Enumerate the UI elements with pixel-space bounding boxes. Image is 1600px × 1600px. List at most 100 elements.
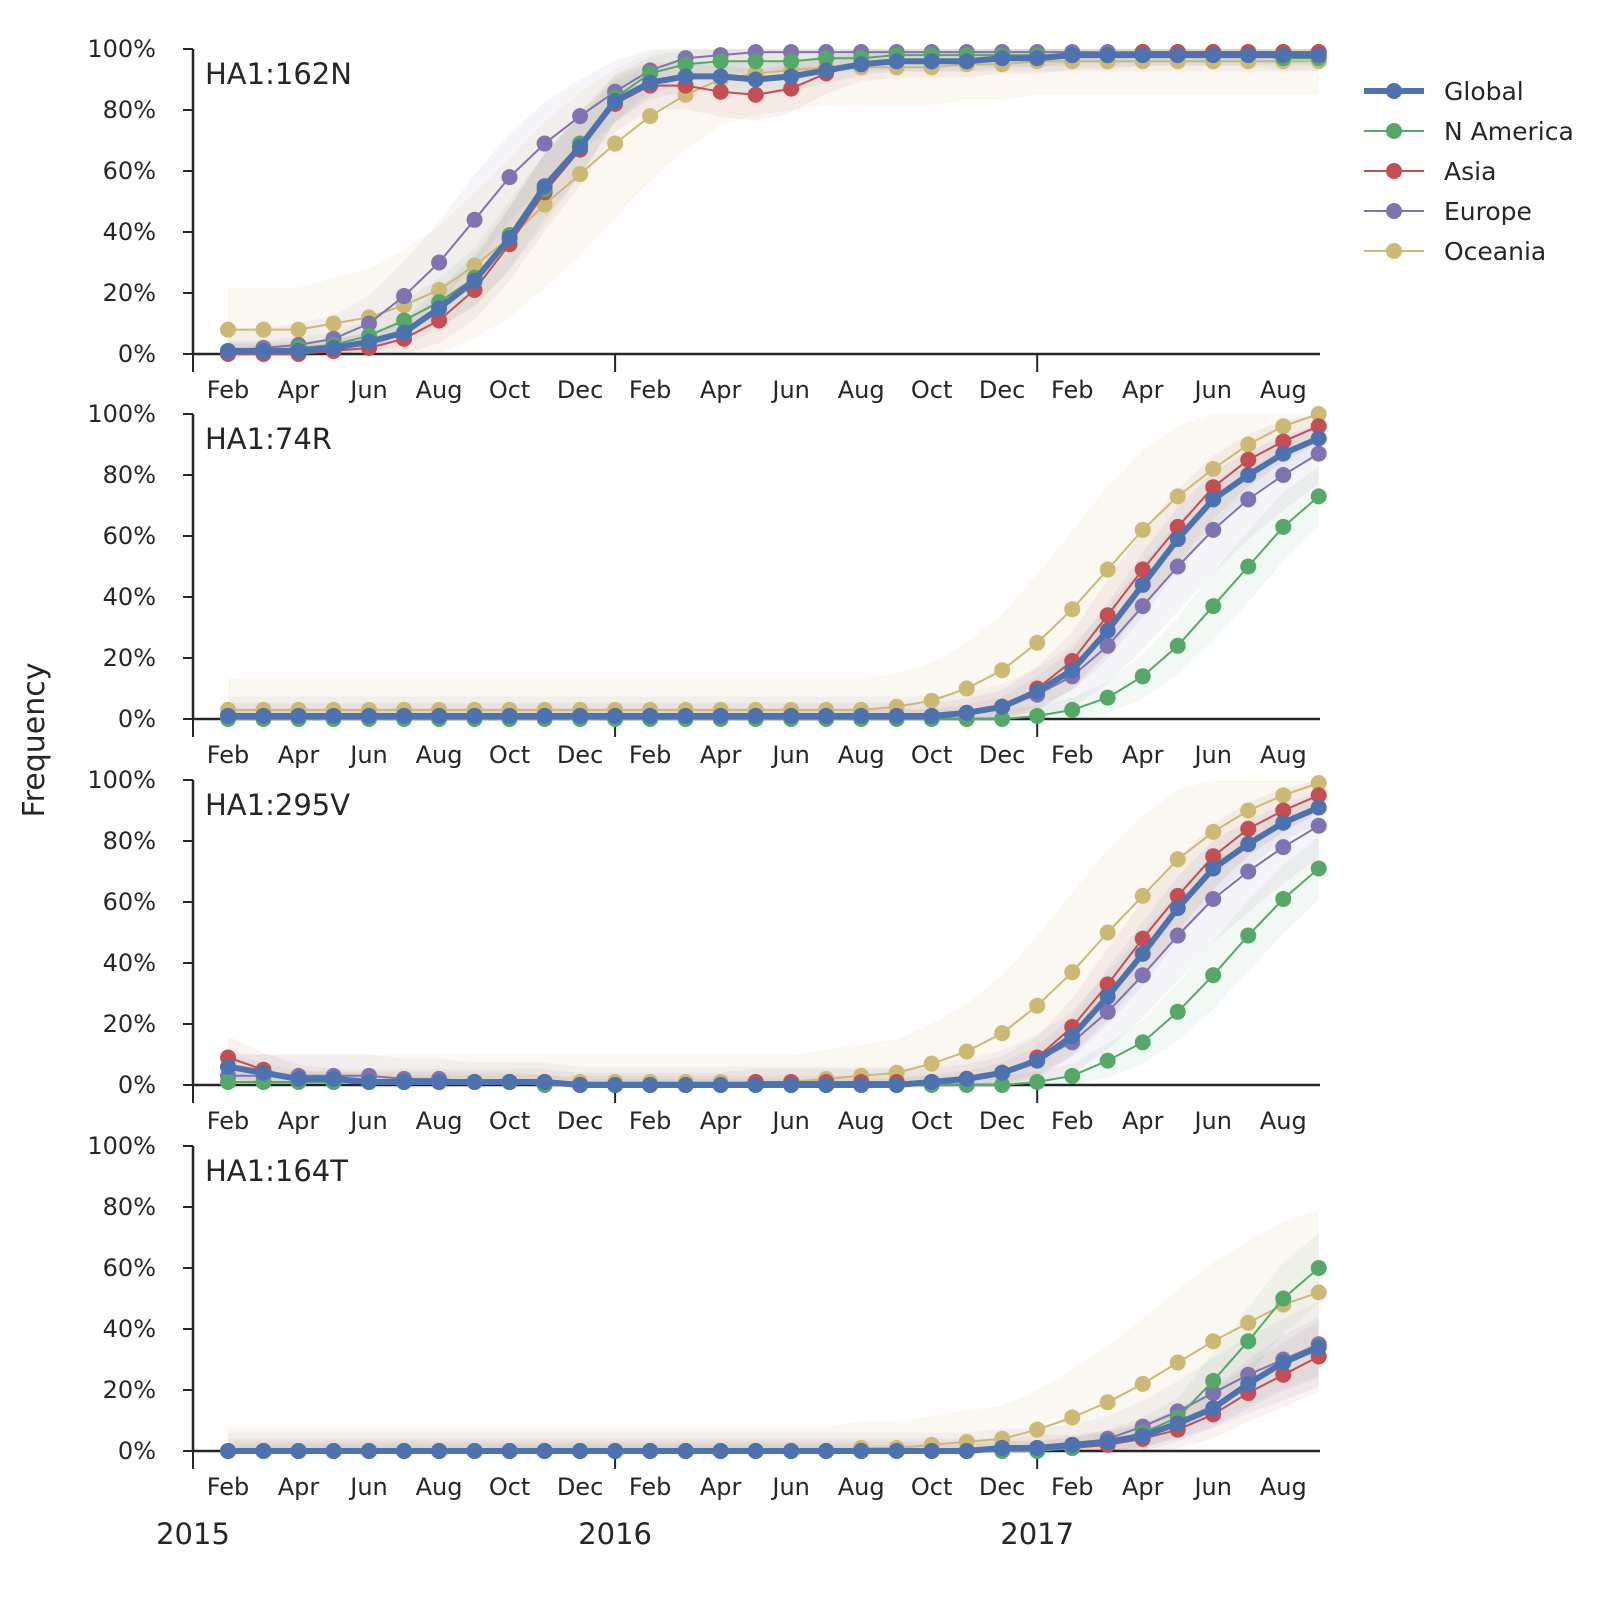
- y-tick-label: 100%: [87, 766, 156, 794]
- data-point-global: [1310, 430, 1327, 447]
- x-tick-label: Oct: [911, 741, 953, 769]
- data-point-global: [712, 707, 729, 724]
- data-point-global: [536, 178, 553, 195]
- data-point-n-america: [1169, 1003, 1186, 1020]
- legend-swatch-marker: [1386, 163, 1402, 179]
- data-point-europe: [1099, 1003, 1116, 1020]
- data-point-global: [536, 707, 553, 724]
- data-point-asia: [1240, 820, 1257, 837]
- data-point-global: [325, 1443, 342, 1459]
- data-point-global: [466, 1073, 483, 1090]
- data-point-europe: [1310, 445, 1327, 462]
- x-tick-label: Dec: [979, 376, 1025, 404]
- panel-4: 0% 20% 40% 60% 80% 100% Feb Apr Jun Aug Oct Dec Feb A…: [87, 1132, 1327, 1501]
- band-global: [228, 49, 1319, 354]
- band-n-america: [228, 49, 1319, 354]
- series-global: [220, 430, 1327, 724]
- x-tick-label: Aug: [1260, 1107, 1307, 1135]
- data-point-global: [572, 1077, 589, 1093]
- data-point-global: [1029, 1439, 1046, 1456]
- x-tick-label: Feb: [629, 376, 672, 404]
- data-point-n-america: [1099, 689, 1116, 706]
- x-tick-label: Feb: [207, 1107, 250, 1135]
- data-point-global: [396, 1073, 413, 1090]
- x-tick-label: Dec: [557, 376, 603, 404]
- data-point-asia: [1099, 607, 1116, 624]
- y-tick-label: 60%: [103, 888, 156, 916]
- data-point-global: [747, 1077, 764, 1093]
- x-tick-label: Feb: [207, 376, 250, 404]
- data-point-n-america: [220, 1073, 237, 1090]
- data-point-europe: [501, 169, 518, 186]
- legend-swatch-marker: [1386, 243, 1402, 259]
- data-point-global: [1099, 622, 1116, 639]
- data-point-global: [923, 1443, 940, 1459]
- data-point-global: [361, 1443, 378, 1459]
- x-tick-label: Dec: [557, 1473, 603, 1501]
- x-tick-label: Aug: [838, 1473, 885, 1501]
- uncertainty-bands: [228, 49, 1319, 354]
- data-point-oceania: [466, 257, 483, 274]
- data-point-n-america: [1310, 488, 1327, 505]
- data-point-europe: [572, 108, 589, 125]
- band-asia: [228, 49, 1319, 354]
- data-point-europe: [361, 315, 378, 332]
- x-tick-label: Jun: [1192, 741, 1232, 769]
- data-point-oceania: [1169, 1354, 1186, 1371]
- data-point-global: [1169, 47, 1186, 64]
- data-point-n-america: [783, 53, 800, 70]
- data-point-global: [888, 1077, 905, 1093]
- data-point-global: [1134, 47, 1151, 64]
- x-tick-label: Apr: [1122, 1473, 1164, 1501]
- x-tick-label: Feb: [629, 1107, 672, 1135]
- x-tick-label: Oct: [911, 376, 953, 404]
- data-point-global: [1205, 491, 1222, 508]
- x-tick-label: Feb: [629, 741, 672, 769]
- data-point-n-america: [1064, 701, 1081, 718]
- x-tick-label: Apr: [700, 1473, 742, 1501]
- band-oceania: [228, 414, 1319, 719]
- data-point-oceania: [572, 166, 589, 183]
- x-tick-label: Jun: [1192, 1473, 1232, 1501]
- y-tick-label: 80%: [103, 827, 156, 855]
- data-point-global: [361, 707, 378, 724]
- band-oceania: [228, 780, 1319, 1085]
- data-point-europe: [466, 211, 483, 228]
- data-point-europe: [1240, 491, 1257, 508]
- data-point-global: [501, 707, 518, 724]
- data-point-global: [1064, 662, 1081, 679]
- data-point-oceania: [1310, 1284, 1327, 1301]
- data-point-global: [888, 1443, 905, 1459]
- data-point-global: [1134, 1427, 1151, 1444]
- x-tick-label: Jun: [770, 1107, 810, 1135]
- panels: 0% 20% 40% 60% 80% 100% Feb Apr Jun Aug Oct Dec Feb A…: [87, 35, 1327, 1551]
- x-tick-label: Dec: [557, 741, 603, 769]
- data-point-oceania: [1240, 436, 1257, 453]
- data-point-global: [572, 138, 589, 155]
- x-tick-label: Dec: [557, 1107, 603, 1135]
- x-tick-label: Apr: [700, 741, 742, 769]
- data-point-oceania: [1240, 1314, 1257, 1331]
- x-tick-label: Apr: [278, 1473, 320, 1501]
- data-point-oceania: [1240, 802, 1257, 819]
- legend-label: Oceania: [1444, 237, 1546, 266]
- data-point-global: [1240, 1375, 1257, 1392]
- data-point-global: [677, 1443, 694, 1459]
- x-tick-label: Jun: [348, 376, 388, 404]
- data-point-oceania: [1134, 1375, 1151, 1392]
- data-point-oceania: [1099, 1394, 1116, 1411]
- data-point-oceania: [1029, 997, 1046, 1014]
- data-point-global: [1169, 900, 1186, 917]
- x-tick-label: Oct: [489, 741, 531, 769]
- band-asia: [228, 1321, 1319, 1451]
- data-point-global: [1310, 799, 1327, 816]
- series-global: [220, 1339, 1327, 1459]
- x-tick-label: Aug: [416, 1107, 463, 1135]
- data-point-oceania: [255, 321, 272, 338]
- x-tick-label: Feb: [1051, 1473, 1094, 1501]
- data-point-global: [642, 707, 659, 724]
- data-point-global: [994, 50, 1011, 67]
- data-point-global: [1240, 47, 1257, 64]
- data-point-oceania: [958, 1043, 975, 1060]
- y-tick-label: 0%: [118, 340, 156, 368]
